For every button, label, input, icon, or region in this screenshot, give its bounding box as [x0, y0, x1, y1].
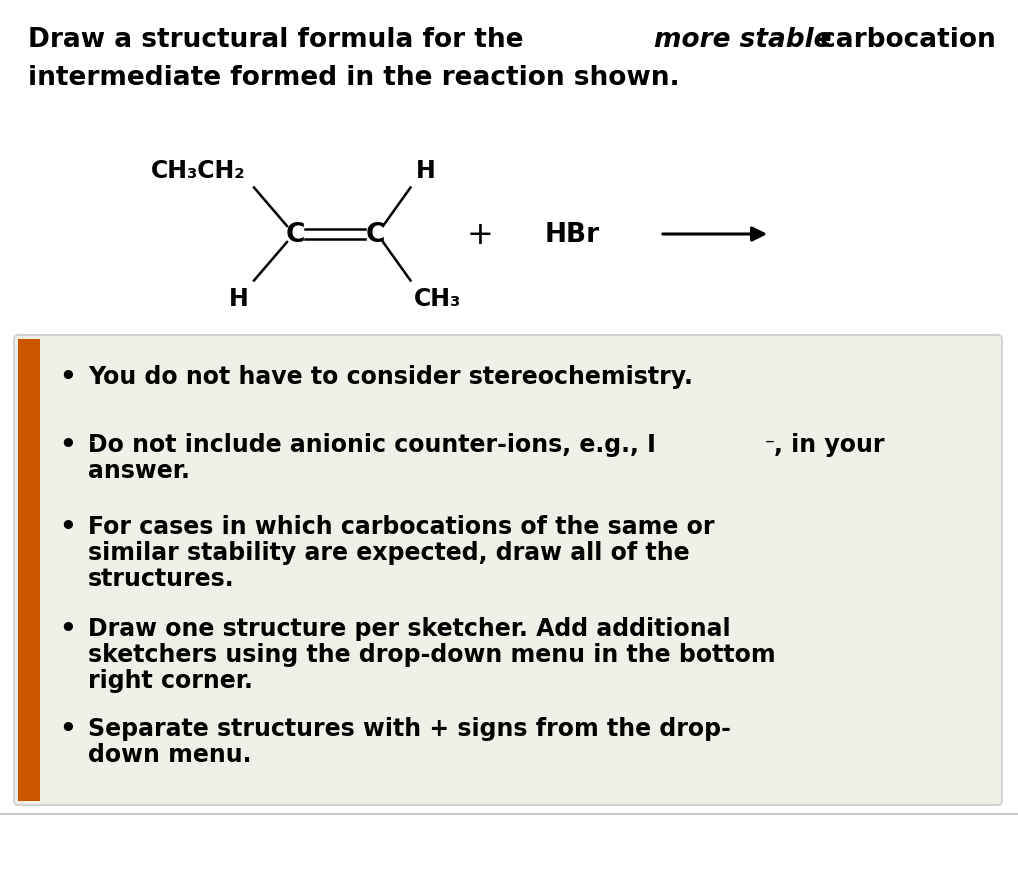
- Text: carbocation: carbocation: [811, 27, 996, 53]
- Text: Do not include anionic counter-ions, e.g., I: Do not include anionic counter-ions, e.g…: [88, 433, 656, 456]
- Text: , in your: , in your: [775, 433, 885, 456]
- Text: +: +: [466, 219, 494, 250]
- Text: C: C: [285, 222, 304, 248]
- Text: HBr: HBr: [545, 222, 601, 248]
- Text: H: H: [415, 159, 436, 183]
- Text: H: H: [229, 286, 249, 310]
- FancyBboxPatch shape: [18, 340, 40, 801]
- Text: Separate structures with + signs from the drop-: Separate structures with + signs from th…: [88, 716, 731, 740]
- Text: •: •: [60, 365, 76, 390]
- Text: For cases in which carbocations of the same or: For cases in which carbocations of the s…: [88, 514, 715, 539]
- Text: •: •: [60, 716, 76, 742]
- Text: C: C: [365, 222, 385, 248]
- Text: Draw a structural formula for the: Draw a structural formula for the: [29, 27, 532, 53]
- Text: more stable: more stable: [654, 27, 831, 53]
- Text: ⁻: ⁻: [90, 435, 100, 454]
- Text: You do not have to consider stereochemistry.: You do not have to consider stereochemis…: [88, 365, 693, 388]
- Text: down menu.: down menu.: [88, 742, 251, 766]
- Text: Draw one structure per sketcher. Add additional: Draw one structure per sketcher. Add add…: [88, 616, 731, 640]
- Text: ⁻: ⁻: [765, 435, 775, 454]
- Text: •: •: [60, 433, 76, 459]
- Text: similar stability are expected, draw all of the: similar stability are expected, draw all…: [88, 541, 689, 564]
- Text: sketchers using the drop-down menu in the bottom: sketchers using the drop-down menu in th…: [88, 642, 776, 667]
- Text: CH₃: CH₃: [413, 286, 461, 310]
- Text: CH₃CH₂: CH₃CH₂: [152, 159, 246, 183]
- Text: •: •: [60, 616, 76, 642]
- Text: •: •: [60, 514, 76, 541]
- Text: right corner.: right corner.: [88, 668, 252, 693]
- Text: structures.: structures.: [88, 567, 234, 590]
- Text: answer.: answer.: [88, 459, 190, 482]
- Text: intermediate formed in the reaction shown.: intermediate formed in the reaction show…: [29, 65, 680, 91]
- FancyBboxPatch shape: [14, 335, 1002, 805]
